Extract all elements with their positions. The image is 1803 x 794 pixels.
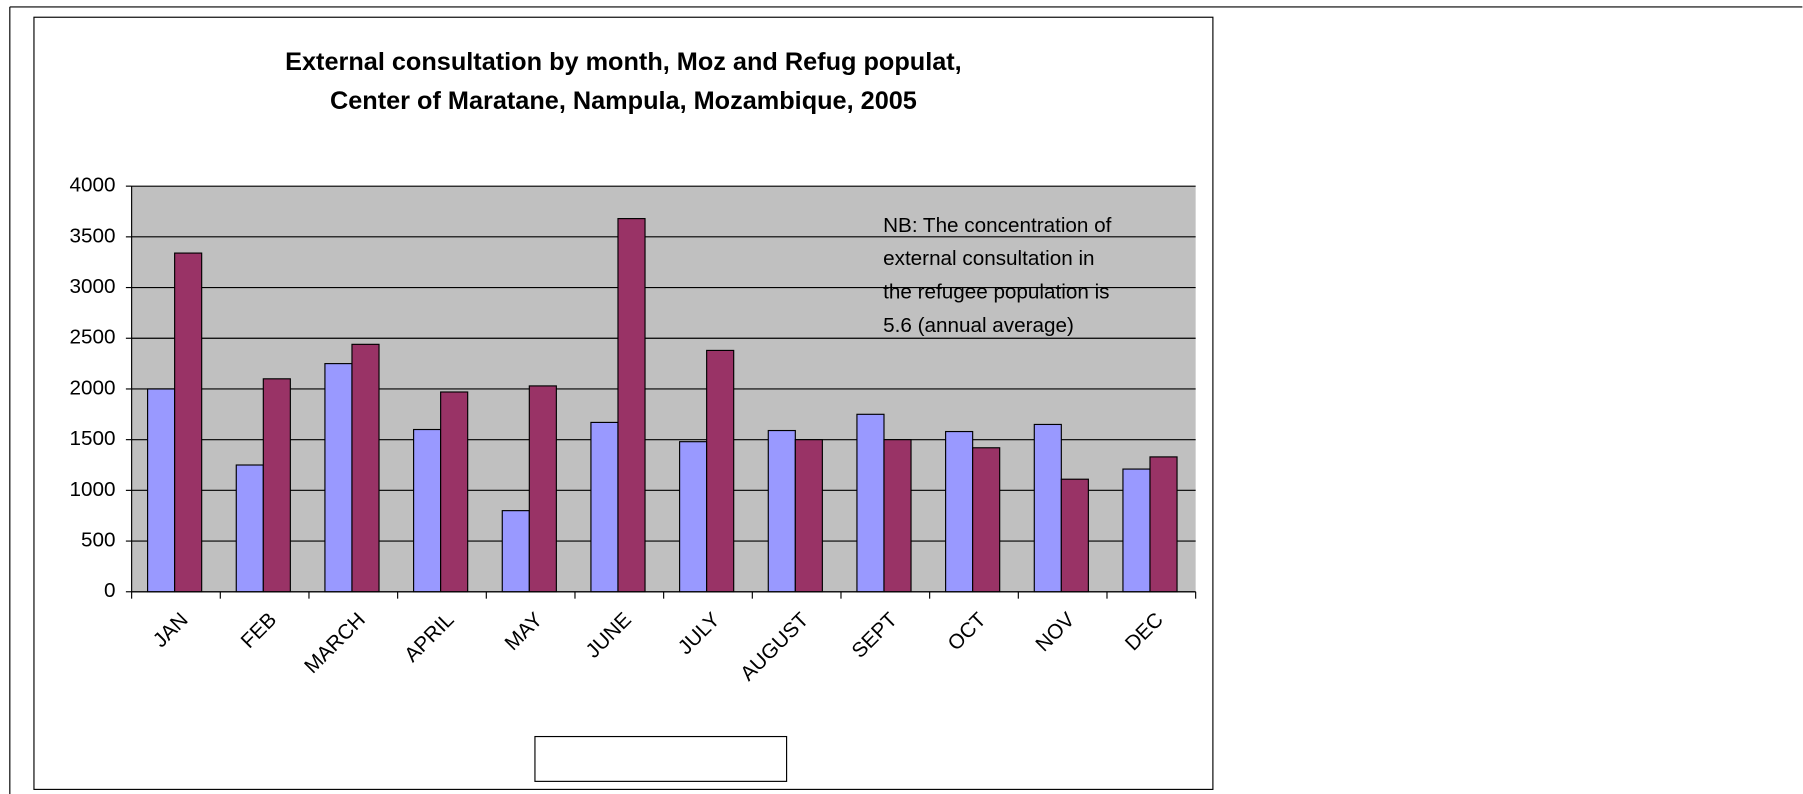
y-tick-label: 1000 <box>70 478 116 501</box>
annotation-line: NB: The concentration of <box>883 214 1112 237</box>
bar <box>679 441 708 593</box>
y-tick-label: 2500 <box>70 326 116 349</box>
chart-title: External consultation by month, Moz and … <box>285 48 962 76</box>
bar <box>1033 423 1062 593</box>
y-tick-label: 500 <box>81 529 116 552</box>
bar <box>528 385 557 593</box>
bar <box>883 439 912 593</box>
bar <box>767 429 796 593</box>
y-tick-label: 4000 <box>70 174 116 197</box>
bar <box>617 218 646 593</box>
bar <box>1149 456 1178 593</box>
bar <box>413 428 442 593</box>
bar <box>1122 468 1151 593</box>
y-tick-label: 1500 <box>70 427 116 450</box>
y-tick-label: 3000 <box>70 275 116 298</box>
bar <box>1060 478 1089 593</box>
bar <box>324 363 353 593</box>
bar <box>856 413 885 593</box>
bar <box>262 378 291 593</box>
y-tick-label: 2000 <box>70 376 116 399</box>
chart-title: Center of Maratane, Nampula, Mozambique,… <box>330 87 917 115</box>
y-tick-label: 0 <box>104 579 116 602</box>
annotation-line: 5.6 (annual average) <box>883 314 1074 337</box>
bar <box>945 430 974 593</box>
bar <box>706 349 735 593</box>
annotation-line: the refugee population is <box>883 280 1109 303</box>
annotation-line: external consultation in <box>883 247 1094 270</box>
bar <box>794 439 823 593</box>
bar <box>351 343 380 593</box>
annotation: NB: The concentration of external consul… <box>883 214 1112 337</box>
bar <box>501 510 530 593</box>
bar <box>972 447 1001 593</box>
bar <box>147 388 176 593</box>
bar <box>235 464 264 593</box>
bar <box>440 391 469 593</box>
bar <box>590 421 619 593</box>
legend-box <box>534 735 788 782</box>
bar <box>174 252 203 593</box>
y-tick-label: 3500 <box>70 224 116 247</box>
